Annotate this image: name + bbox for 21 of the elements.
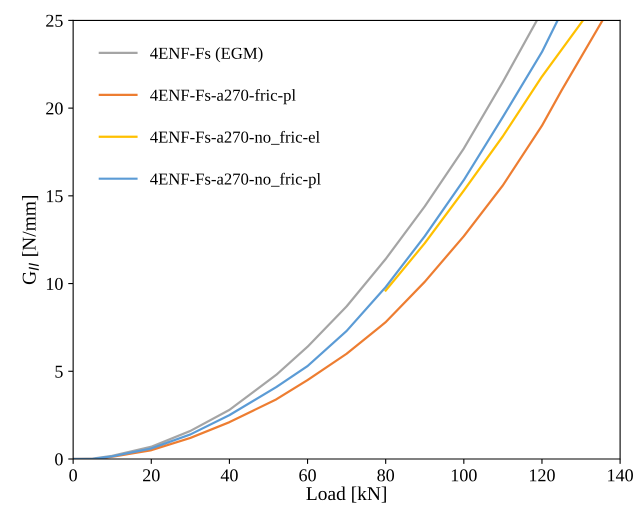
- x-tick-label: 140: [608, 469, 633, 482]
- legend-label: 4ENF-Fs-a270-no_fric-pl: [150, 172, 321, 188]
- x-tick-label: 0: [69, 469, 77, 482]
- legend-label: 4ENF-Fs-a270-no_fric-el: [150, 130, 320, 145]
- y-tick-label: 5: [55, 366, 63, 378]
- x-tick-label: 20: [143, 469, 160, 482]
- x-axis-title: Load [kN]: [306, 486, 386, 503]
- y-tick-label: 10: [46, 278, 63, 290]
- x-tick-label: 80: [377, 469, 394, 482]
- y-tick-label: 15: [46, 190, 63, 202]
- y-tick-label: 25: [46, 14, 63, 27]
- x-tick-label: 100: [452, 469, 477, 482]
- y-tick-label: 0: [55, 453, 63, 466]
- x-tick-label: 120: [530, 469, 555, 482]
- y-axis-title: G$_{II}$ [N/mm]: [22, 196, 39, 284]
- legend-label: 4ENF-Fs-a270-fric-pl: [150, 88, 296, 104]
- line-series: [384, 20, 584, 292]
- x-tick-label: 40: [220, 469, 238, 482]
- y-tick-label: 20: [46, 102, 63, 115]
- x-tick-label: 60: [299, 469, 316, 482]
- legend-label: 4ENF-Fs (EGM): [150, 47, 262, 62]
